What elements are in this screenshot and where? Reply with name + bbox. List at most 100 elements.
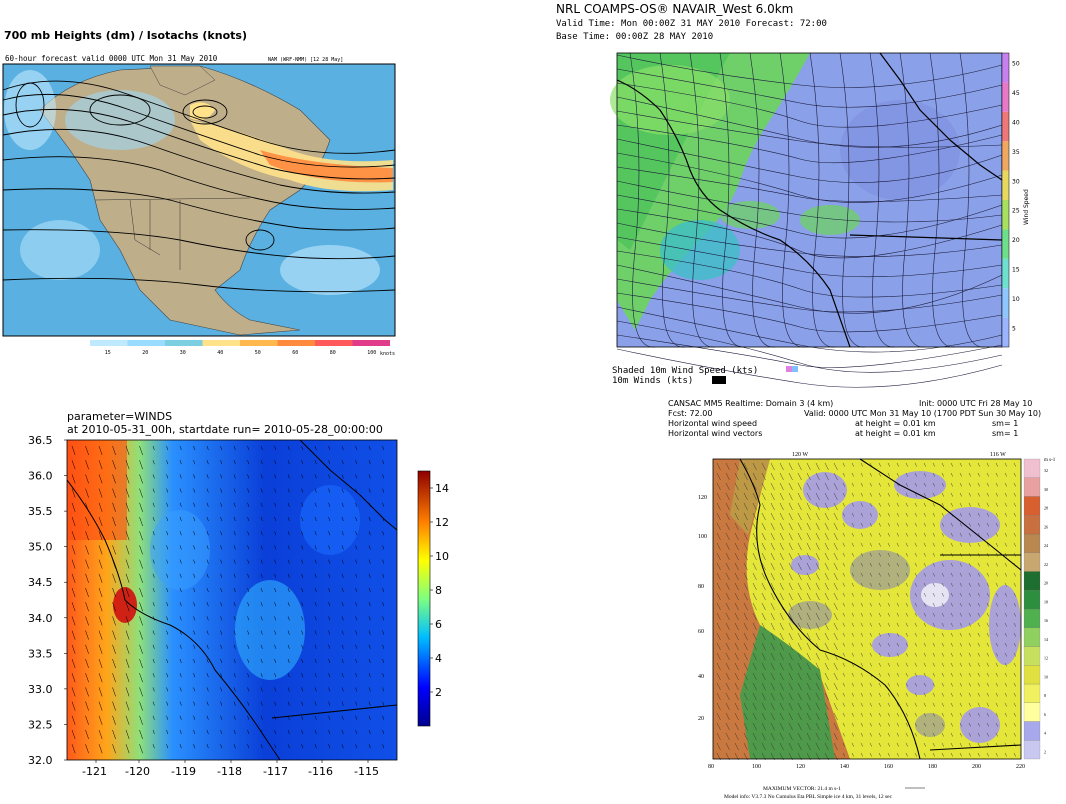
colorbar-swatch: [1023, 683, 1041, 703]
colorbar-tick: 35: [1012, 149, 1020, 156]
panel-title: 700 mb Heights (dm) / Isotachs (knots): [4, 29, 247, 42]
colorbar-tick: 50: [255, 350, 261, 356]
colorbar-tick: 40: [1012, 120, 1020, 127]
colorbar-swatch: [1023, 740, 1041, 760]
colorbar-swatch: [1023, 458, 1041, 478]
colorbar-swatch: [240, 340, 278, 346]
colorbar-tick: 10: [1012, 296, 1020, 303]
colorbar-unit: m s-1: [1044, 458, 1056, 463]
colorbar-tick: 15: [1012, 267, 1020, 274]
colorbar-tick: 50: [1012, 61, 1020, 68]
colorbar-tick: 20: [1012, 237, 1020, 244]
colorbar-tick: 45: [1012, 90, 1020, 97]
y-tick-label: 35.5: [28, 505, 53, 518]
y-tick-label: 100: [698, 534, 707, 540]
colorbar-tick: 30: [1012, 178, 1020, 185]
y-tick-label: 80: [698, 584, 704, 590]
colorbar-tick: 20: [142, 350, 148, 356]
colorbar-tick: 14: [435, 482, 449, 495]
header-valid: Valid: 0000 UTC Mon 31 May 10 (1700 PDT …: [804, 409, 1041, 418]
base-time: Base Time: 00:00Z 28 MAY 2010: [556, 32, 713, 42]
panel-title: NRL COAMPS-OS® NAVAIR_West 6.0km: [556, 2, 793, 16]
colorbar-tick: 32: [1044, 468, 1048, 473]
colorbar-tick: 30: [1044, 487, 1048, 492]
colorbar-tick: 40: [217, 350, 223, 356]
y-tick-label: 35.0: [28, 541, 53, 554]
colorbar-swatch: [315, 340, 353, 346]
y-tick-label: 33.0: [28, 683, 53, 696]
legend-shaded: Shaded 10m Wind Speed (kts): [612, 366, 758, 376]
header-sm-2: sm= 1: [992, 429, 1018, 438]
y-tick-label: 34.0: [28, 612, 53, 625]
header-init: Init: 0000 UTC Fri 28 May 10: [919, 399, 1032, 408]
colorbar-swatch: [277, 340, 315, 346]
colorbar-swatch: [1023, 608, 1041, 628]
y-tick-label: 36.5: [28, 434, 53, 447]
colorbar-tick: 24: [1044, 543, 1048, 548]
map-area: [66, 439, 398, 761]
x-tick-label: 160: [884, 764, 893, 770]
y-axis: 120 100 80 60 40 20: [698, 495, 707, 722]
footer-model-info: Model info: V3.7.3 No Cumulus Eta PBL Si…: [724, 793, 893, 800]
colorbar-tick: 25: [1012, 208, 1020, 215]
colorbar-tick: 28: [1044, 506, 1048, 511]
y-tick-label: 34.5: [28, 576, 53, 589]
header-fcst: Fcst: 72.00: [668, 409, 712, 418]
colorbar-tick: 60: [292, 350, 298, 356]
header-model: CANSAC MM5 Realtime: Domain 3 (4 km): [668, 399, 833, 408]
colorbar-tick: 26: [1044, 524, 1048, 529]
header-field-2: Horizontal wind vectors: [668, 429, 762, 438]
colorbar-swatch: [1002, 53, 1009, 83]
colorbar-tick: 14: [1044, 637, 1048, 642]
x-tick-label: 100: [752, 764, 761, 770]
y-tick-label: 33.5: [28, 647, 53, 660]
footer-max-vector: MAXIMUM VECTOR: 21.4 m s-1: [763, 786, 841, 792]
colorbar-units: knots: [380, 351, 395, 357]
colorbar-tick: 2: [435, 686, 442, 699]
legend-shaded-swatch: [786, 366, 792, 372]
panel-wrf-winds: parameter=WINDS at 2010-05-31_00h, start…: [0, 400, 470, 800]
header-height-1: at height = 0.01 km: [855, 419, 936, 428]
colorbar-tick: 5: [1012, 325, 1016, 332]
x-tick-label: -121: [82, 765, 107, 778]
colorbar-tick: 2: [1044, 749, 1046, 754]
colorbar-swatch: [202, 340, 240, 346]
x-axis: 80 100 120 140 160 180 200 220: [708, 764, 1025, 770]
colorbar-swatch: [1023, 515, 1041, 535]
legend-shaded-swatch-2: [792, 366, 798, 372]
header-sm-1: sm= 1: [992, 419, 1018, 428]
x-tick-label: 180: [928, 764, 937, 770]
colorbar-swatch: [1023, 665, 1041, 685]
colorbar-swatch: [1002, 288, 1009, 318]
y-tick-label: 40: [698, 674, 704, 680]
map-area: [712, 458, 1022, 761]
colorbar-tick: 8: [1044, 693, 1046, 698]
model-label: NAM (WRF-NMM) [12 28 May]: [268, 57, 343, 63]
colorbar-swatch: [1023, 477, 1041, 497]
x-tick-label: -119: [171, 765, 196, 778]
colorbar-tick: 4: [435, 652, 442, 665]
legend-winds-swatch: [712, 376, 726, 384]
top-tick-116w: 116 W: [990, 452, 1006, 458]
y-tick-label: 32.0: [28, 754, 53, 767]
x-tick-label: -117: [263, 765, 288, 778]
x-tick-label: 120: [796, 764, 805, 770]
colorbar-swatch: [1002, 82, 1009, 112]
y-tick-label: 36.0: [28, 470, 53, 483]
y-axis: 36.5 36.0 35.5 35.0 34.5 34.0 33.5 33.0 32.5 32.0: [28, 434, 67, 767]
y-tick-label: 120: [698, 495, 707, 501]
colorbar-swatch: [1023, 496, 1041, 516]
x-tick-label: 140: [840, 764, 849, 770]
panel-mm5-winds: CANSAC MM5 Realtime: Domain 3 (4 km) Ini…: [620, 395, 1066, 800]
panel-title-line2: at 2010-05-31_00h, startdate run= 2010-0…: [67, 423, 383, 436]
colorbar-tick: 80: [330, 350, 336, 356]
panel-subtitle: 60-hour forecast valid 0000 UTC Mon 31 M…: [5, 54, 218, 63]
y-tick-label: 32.5: [28, 718, 53, 731]
colorbar-swatch: [1023, 646, 1041, 666]
colorbar-tick: 8: [435, 584, 442, 597]
colorbar-tick: 18: [1044, 599, 1048, 604]
colorbar-swatch: [1002, 170, 1009, 200]
colorbar-swatch: [1023, 721, 1041, 741]
colorbar-swatch: [1023, 571, 1041, 591]
colorbar-swatch: [165, 340, 203, 346]
